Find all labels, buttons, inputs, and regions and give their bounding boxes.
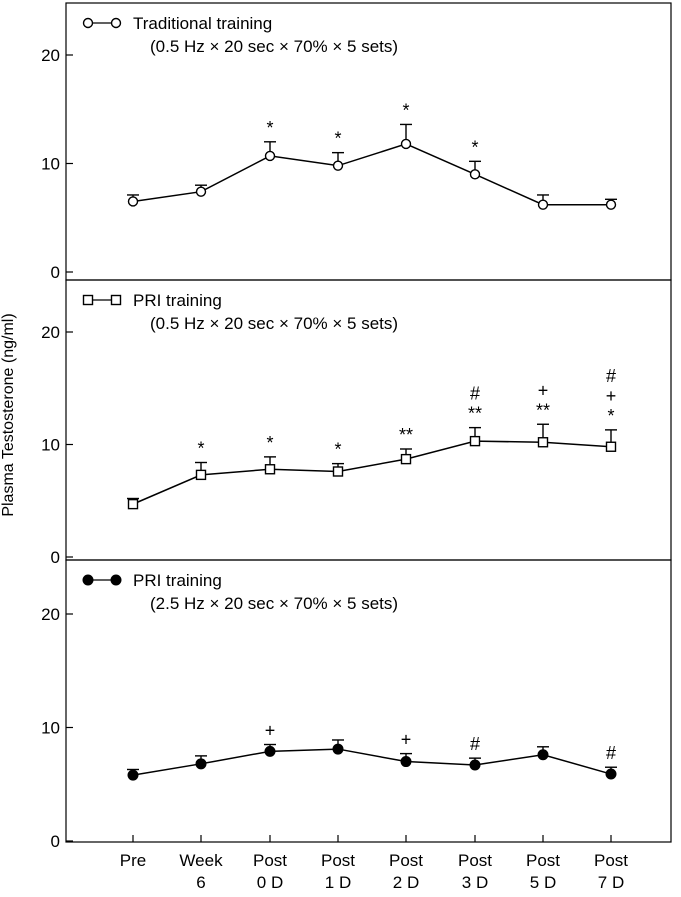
data-point: [127, 196, 139, 207]
data-point: [400, 756, 412, 768]
x-tick-label: 2 D: [393, 873, 419, 892]
significance-mark: +: [606, 386, 617, 406]
panels: 0 10 20 Traditional training (0.5 Hz × 20 se…: [41, 2, 672, 851]
panel-2: 0 10 20 PRI training (0.5 Hz × 20 sec × 70% …: [41, 279, 672, 567]
legend-title: PRI training: [133, 571, 222, 590]
series-line: [132, 143, 611, 206]
data-point: [264, 464, 276, 475]
x-tick-label: Week: [179, 851, 223, 870]
y-tick-label: 10: [41, 436, 60, 455]
data-point: [537, 437, 549, 448]
y-tick-label: 10: [41, 719, 60, 738]
panel-frame: [65, 559, 672, 843]
data-point: [605, 441, 617, 452]
data-point: [537, 199, 549, 210]
significance-mark: #: [470, 384, 480, 404]
y-tick-label: 0: [51, 548, 60, 567]
y-axis-label: Plasma Testosterone (ng/ml): [0, 313, 17, 517]
legend-title: PRI training: [133, 291, 222, 310]
data-point: [469, 435, 481, 447]
panel-1: 0 10 20 Traditional training (0.5 Hz × 20 se…: [41, 2, 672, 282]
x-tick-label: 0 D: [257, 873, 283, 892]
x-tick-label: Post: [253, 851, 287, 870]
significance-mark: #: [606, 743, 616, 763]
x-tick-label: 6: [196, 873, 205, 892]
legend-marker: [82, 574, 94, 586]
significance-mark: **: [536, 400, 550, 420]
series-line: [132, 440, 612, 505]
x-tick-label: 5 D: [530, 873, 556, 892]
data-point: [605, 768, 617, 780]
legend-title: Traditional training: [133, 14, 272, 33]
y-tick-label: 20: [41, 605, 60, 624]
data-point: [195, 186, 207, 197]
data-point: [400, 138, 412, 150]
significance-mark: +: [538, 380, 549, 400]
data-point: [332, 743, 344, 755]
significance-mark: *: [266, 118, 273, 138]
legend-marker: [82, 294, 94, 306]
significance-mark: +: [265, 721, 276, 741]
y-tick-label: 0: [51, 263, 60, 282]
data-point: [195, 758, 207, 770]
y-tick-label: 10: [41, 155, 60, 174]
data-point: [400, 453, 412, 465]
legend-marker: [110, 17, 122, 29]
data-point: [469, 169, 481, 180]
significance-mark: **: [468, 404, 482, 424]
x-axis-tick-labels: Pre Week 6 Post 0 D Post 1 D Post 2 D Post 3 D Post…: [120, 835, 628, 892]
x-tick-label: Post: [458, 851, 492, 870]
data-point: [332, 466, 344, 477]
data-point: [195, 469, 207, 481]
legend-marker: [82, 17, 94, 29]
data-point: [264, 745, 276, 757]
data-point: [127, 769, 139, 781]
legend-marker: [110, 574, 122, 586]
series-line: [132, 748, 612, 776]
y-tick-label: 0: [51, 832, 60, 851]
x-tick-label: Pre: [120, 851, 146, 870]
data-point: [469, 759, 481, 771]
data-point: [332, 160, 344, 171]
significance-mark: **: [399, 425, 413, 445]
x-tick-label: 3 D: [462, 873, 488, 892]
x-tick-label: 7 D: [598, 873, 624, 892]
x-tick-label: Post: [389, 851, 423, 870]
significance-mark: +: [401, 730, 412, 750]
significance-mark: *: [334, 129, 341, 149]
legend-subtitle: (0.5 Hz × 20 sec × 70% × 5 sets): [150, 37, 398, 56]
x-tick-label: Post: [321, 851, 355, 870]
data-point: [127, 498, 139, 510]
significance-mark: *: [607, 406, 614, 426]
significance-mark: *: [334, 440, 341, 460]
data-point: [537, 749, 549, 761]
panel-3: 0 10 20 PRI training (2.5 Hz × 20 sec × 70% …: [41, 559, 672, 851]
x-tick-label: Post: [594, 851, 628, 870]
data-point: [605, 199, 617, 210]
y-tick-label: 20: [41, 46, 60, 65]
data-point: [264, 150, 276, 162]
y-tick-label: 20: [41, 323, 60, 342]
legend-marker: [110, 294, 122, 306]
legend-subtitle: (2.5 Hz × 20 sec × 70% × 5 sets): [150, 594, 398, 613]
significance-mark: *: [471, 137, 478, 157]
significance-mark: *: [402, 100, 409, 120]
significance-mark: #: [606, 366, 616, 386]
significance-mark: *: [197, 439, 204, 459]
x-tick-label: 1 D: [325, 873, 351, 892]
x-tick-label: Post: [526, 851, 560, 870]
significance-mark: #: [470, 734, 480, 754]
significance-mark: *: [266, 433, 273, 453]
legend-subtitle: (0.5 Hz × 20 sec × 70% × 5 sets): [150, 314, 398, 333]
